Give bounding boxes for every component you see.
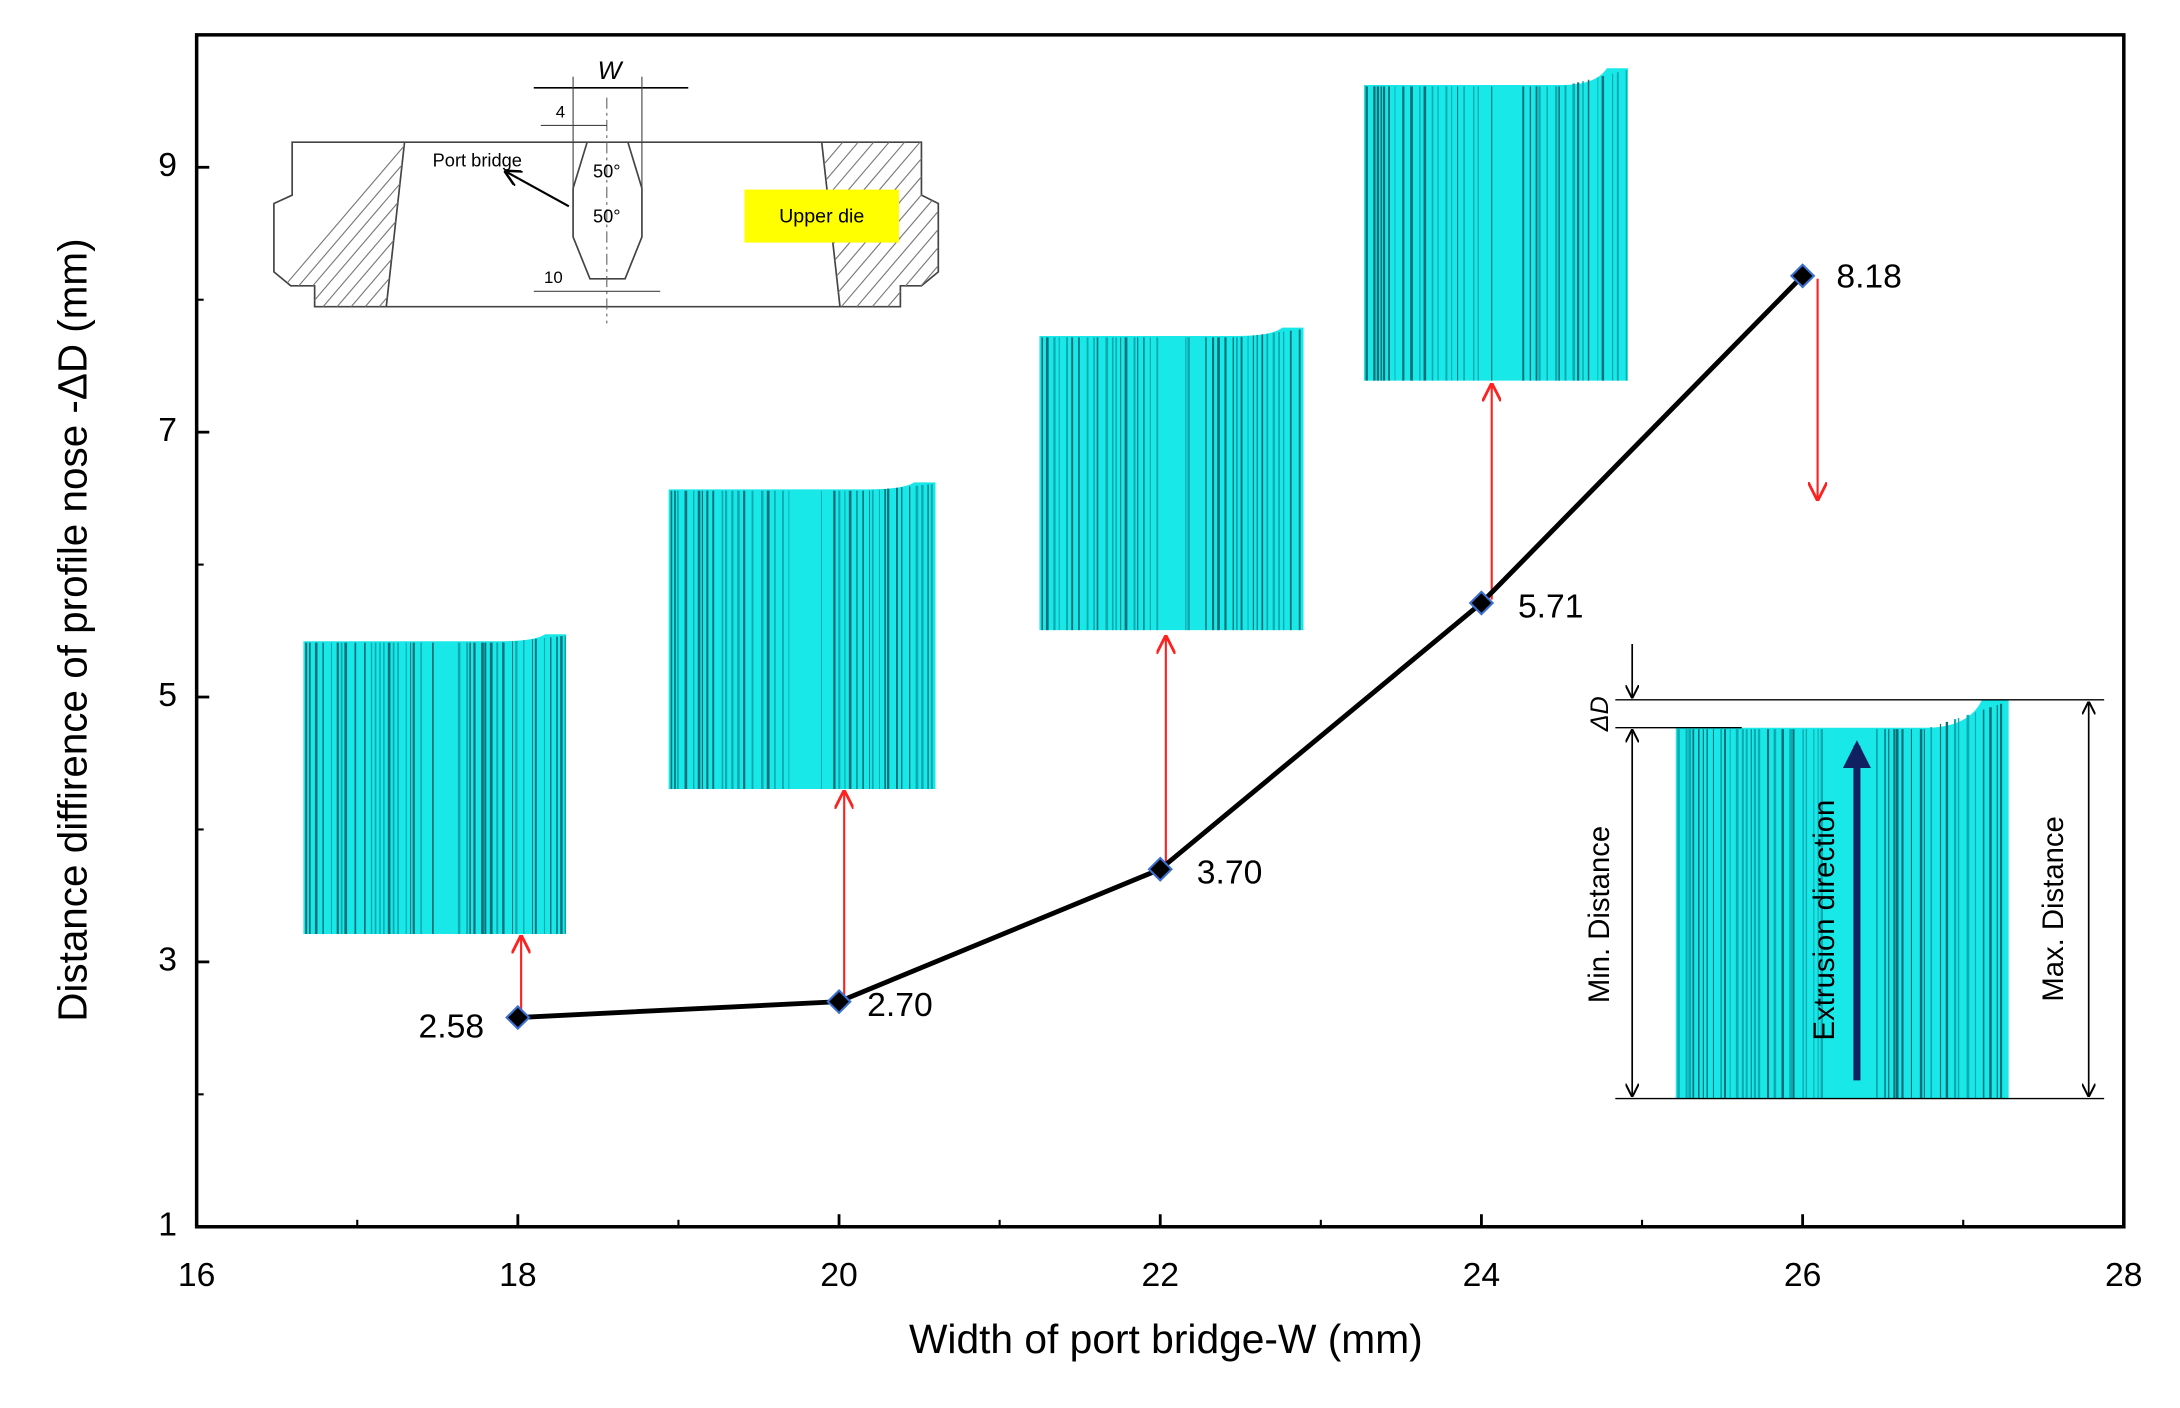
annotation: W bbox=[598, 57, 624, 85]
data-label: 2.58 bbox=[419, 1009, 485, 1046]
hatch bbox=[821, 142, 875, 307]
annotation: 4 bbox=[556, 102, 565, 121]
bridge bbox=[572, 141, 643, 280]
die-drawing bbox=[273, 76, 940, 324]
profile-block bbox=[668, 482, 936, 790]
data-point bbox=[826, 989, 852, 1015]
annotation: 10 bbox=[544, 268, 563, 287]
x-tick-label: 20 bbox=[820, 1257, 858, 1294]
y-tick-label: 9 bbox=[158, 147, 177, 184]
data-label: 5.71 bbox=[1518, 589, 1584, 626]
upper-die-box bbox=[744, 189, 899, 243]
y-tick-label: 7 bbox=[158, 412, 177, 449]
y-tick-label: 5 bbox=[158, 677, 177, 714]
x-tick-label: 18 bbox=[499, 1257, 537, 1294]
data-label: 3.70 bbox=[1197, 855, 1263, 892]
profile-body bbox=[303, 634, 567, 935]
profile-block bbox=[1675, 699, 2009, 1099]
profile-body bbox=[668, 482, 936, 790]
die-outline bbox=[273, 141, 940, 308]
y-tick-label: 1 bbox=[158, 1207, 177, 1244]
data-label: 2.70 bbox=[867, 987, 933, 1024]
hatch bbox=[308, 142, 405, 307]
hatch bbox=[336, 142, 405, 307]
data-point bbox=[1789, 263, 1816, 289]
port-bridge-arrow bbox=[506, 171, 570, 208]
hatch bbox=[273, 142, 405, 307]
hatch bbox=[902, 142, 939, 307]
annotation: Min. Distance bbox=[1583, 826, 1616, 1003]
annotation: Port bridge bbox=[433, 151, 522, 171]
x-tick-label: 16 bbox=[178, 1257, 216, 1294]
y-axis-label: Distance diffirence of profile nose -ΔD … bbox=[49, 238, 95, 1021]
hatch bbox=[856, 142, 939, 307]
annotation: Extrusion direction bbox=[1808, 800, 1841, 1041]
data-point bbox=[1468, 590, 1495, 616]
x-tick-label: 28 bbox=[2105, 1257, 2143, 1294]
decorations bbox=[196, 68, 2105, 1227]
hatch bbox=[350, 142, 405, 307]
annotation: 50° bbox=[593, 162, 621, 182]
hatch bbox=[840, 142, 939, 307]
data-point bbox=[505, 1004, 531, 1031]
data-label: 8.18 bbox=[1836, 259, 1902, 296]
annotation: ΔD bbox=[1586, 696, 1614, 732]
profile-block bbox=[1039, 327, 1304, 631]
x-tick-label: 24 bbox=[1463, 1257, 1501, 1294]
hatch bbox=[821, 142, 890, 307]
hatch bbox=[871, 142, 939, 307]
x-axis-label: Width of port bridge-W (mm) bbox=[909, 1316, 1423, 1362]
annotation: Max. Distance bbox=[2037, 816, 2070, 1001]
x-tick-label: 26 bbox=[1784, 1257, 1822, 1294]
annotation: Upper die bbox=[779, 206, 864, 228]
hatch bbox=[887, 142, 939, 307]
profile-block bbox=[1363, 68, 1628, 381]
data-point bbox=[1147, 856, 1173, 882]
profile-block bbox=[303, 634, 567, 935]
hatch bbox=[364, 142, 405, 307]
x-tick-label: 22 bbox=[1141, 1257, 1179, 1294]
hatch bbox=[280, 142, 405, 307]
profile-body bbox=[1363, 68, 1628, 381]
hatch bbox=[821, 142, 859, 307]
hatch bbox=[294, 142, 405, 307]
y-tick-label: 3 bbox=[158, 942, 177, 979]
annotation: 50° bbox=[593, 206, 621, 226]
hatch bbox=[322, 142, 405, 307]
